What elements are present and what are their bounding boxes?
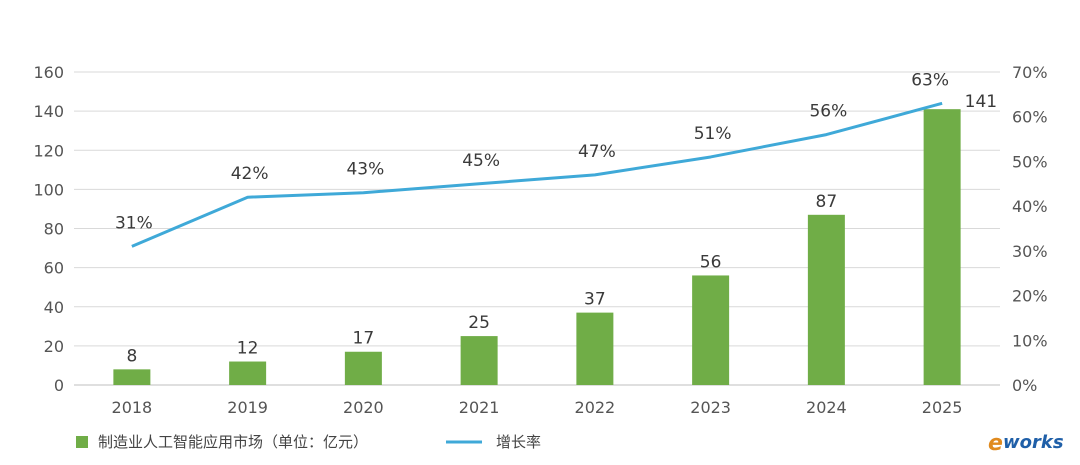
left-y-tick-label: 0 bbox=[54, 376, 64, 395]
growth-rate-label: 31% bbox=[115, 213, 153, 233]
x-tick-label: 2023 bbox=[690, 398, 731, 417]
bar bbox=[229, 361, 267, 385]
growth-rate-polyline bbox=[131, 101, 943, 248]
bar bbox=[923, 109, 961, 385]
growth-rate-label: 56% bbox=[809, 102, 847, 122]
right-y-tick-label: 30% bbox=[1012, 242, 1048, 261]
left-y-tick-label: 120 bbox=[33, 141, 64, 160]
watermark-logo: e works bbox=[988, 431, 1064, 456]
legend-line-label: 增长率 bbox=[496, 433, 541, 451]
growth-rate-label: 47% bbox=[578, 142, 616, 162]
legend-bar-label: 制造业人工智能应用市场（单位：亿元） bbox=[98, 433, 368, 451]
bar-value-label: 12 bbox=[237, 339, 259, 359]
right-y-tick-label: 0% bbox=[1012, 376, 1037, 395]
left-y-tick-label: 60 bbox=[44, 259, 64, 278]
bar-value-label: 141 bbox=[965, 92, 997, 112]
bar bbox=[692, 275, 730, 385]
right-y-tick-label: 40% bbox=[1012, 197, 1048, 216]
right-y-tick-label: 20% bbox=[1012, 287, 1048, 306]
bar-series bbox=[113, 109, 961, 385]
x-tick-label: 2019 bbox=[227, 398, 268, 417]
right-y-tick-label: 70% bbox=[1012, 63, 1048, 82]
x-tick-label: 2022 bbox=[575, 398, 616, 417]
growth-rate-label: 42% bbox=[231, 164, 269, 184]
x-tick-label: 2021 bbox=[459, 398, 500, 417]
bar-value-label: 25 bbox=[468, 313, 490, 333]
bar-value-labels: 8 12 17 25 37 56 87 141 bbox=[126, 92, 997, 366]
left-y-axis: 0 20 40 60 80 100 120 140 160 bbox=[33, 63, 64, 395]
right-y-axis: 0% 10% 20% 30% 40% 50% 60% 70% bbox=[1012, 63, 1048, 395]
gridlines bbox=[74, 71, 1000, 386]
bar bbox=[113, 369, 151, 385]
left-y-tick-label: 140 bbox=[33, 102, 64, 121]
growth-rate-label: 45% bbox=[462, 151, 500, 171]
left-y-tick-label: 80 bbox=[44, 220, 64, 239]
bar bbox=[576, 312, 614, 385]
right-y-tick-label: 60% bbox=[1012, 108, 1048, 127]
bar bbox=[344, 351, 382, 385]
left-y-tick-label: 160 bbox=[33, 63, 64, 82]
watermark-e: e bbox=[988, 431, 1003, 456]
bar-value-label: 8 bbox=[126, 346, 137, 366]
bar-value-label: 87 bbox=[816, 192, 838, 212]
right-y-tick-label: 10% bbox=[1012, 331, 1048, 350]
bar-value-label: 17 bbox=[353, 329, 375, 349]
watermark-works: works bbox=[1003, 432, 1064, 453]
growth-rate-label: 63% bbox=[911, 70, 949, 90]
legend: 制造业人工智能应用市场（单位：亿元） 增长率 bbox=[76, 433, 541, 451]
growth-rate-label: 51% bbox=[694, 124, 732, 144]
x-tick-label: 2024 bbox=[806, 398, 847, 417]
growth-rate-labels: 31% 42% 43% 45% 47% 51% 56% 63% bbox=[115, 70, 949, 233]
x-tick-label: 2025 bbox=[922, 398, 963, 417]
bar bbox=[460, 336, 498, 385]
right-y-tick-label: 50% bbox=[1012, 152, 1048, 171]
bar-value-label: 37 bbox=[584, 290, 606, 310]
legend-bar-swatch bbox=[76, 436, 88, 448]
left-y-tick-label: 40 bbox=[44, 298, 64, 317]
growth-rate-line bbox=[131, 101, 943, 248]
left-y-tick-label: 100 bbox=[33, 180, 64, 199]
growth-rate-label: 43% bbox=[346, 160, 384, 180]
x-axis: 2018 2019 2020 2021 2022 2023 2024 2025 bbox=[112, 398, 963, 417]
bar-value-label: 56 bbox=[700, 252, 722, 272]
x-tick-label: 2018 bbox=[112, 398, 153, 417]
bar bbox=[807, 214, 845, 385]
x-tick-label: 2020 bbox=[343, 398, 384, 417]
left-y-tick-label: 20 bbox=[44, 337, 64, 356]
